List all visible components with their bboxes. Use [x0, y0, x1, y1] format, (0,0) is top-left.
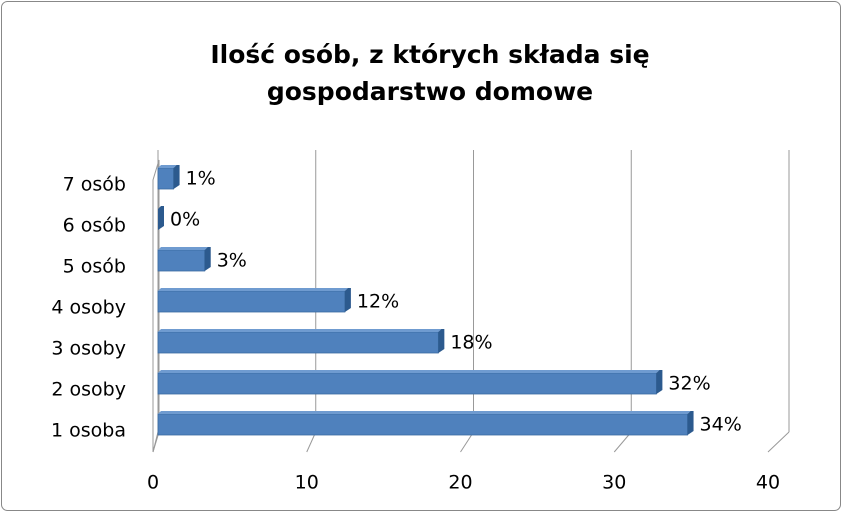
x-tick-label: 20: [448, 472, 472, 494]
data-label: 3%: [217, 250, 247, 272]
y-tick-label: 1 osoba: [51, 420, 126, 442]
y-tick-label: 6 osób: [63, 215, 126, 237]
data-label: 12%: [357, 291, 399, 313]
bar: [157, 165, 180, 190]
chart-title: Ilość osób, z których składa się gospoda…: [210, 40, 650, 106]
y-tick-label: 5 osób: [63, 256, 126, 278]
bar: [157, 370, 663, 395]
data-label: 34%: [700, 414, 742, 436]
bar: [157, 288, 351, 313]
data-label: 1%: [186, 168, 216, 190]
data-label: 18%: [450, 332, 492, 354]
bar: [157, 247, 211, 272]
grid-floor: [767, 431, 790, 453]
axis-wall: [152, 159, 160, 453]
bar: [157, 329, 445, 354]
y-tick-label: 3 osoby: [51, 338, 126, 360]
y-tick-label: 2 osoby: [51, 379, 126, 401]
data-label: 0%: [170, 209, 200, 231]
bar: [157, 411, 694, 436]
y-tick-label: 7 osób: [63, 174, 126, 196]
bar: [158, 206, 164, 230]
x-tick-label: 10: [295, 472, 319, 494]
y-tick-label: 4 osoby: [51, 297, 126, 319]
x-tick-label: 0: [147, 472, 159, 494]
x-tick-label: 30: [602, 472, 626, 494]
data-label: 32%: [668, 373, 710, 395]
x-tick-label: 40: [756, 472, 780, 494]
grid-floor: [152, 431, 159, 453]
